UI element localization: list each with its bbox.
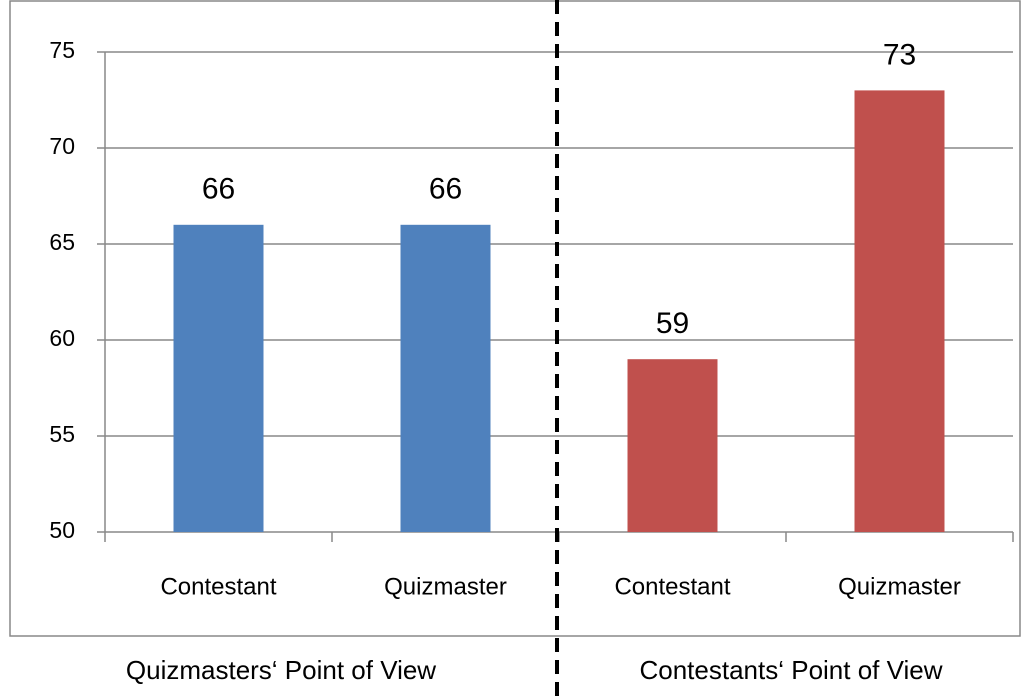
bar <box>173 224 264 533</box>
y-tick-label: 75 <box>49 37 75 63</box>
bar <box>854 90 945 533</box>
x-tick-label: Quizmaster <box>838 573 961 600</box>
y-tick-label: 65 <box>49 229 75 255</box>
x-tick-label: Contestant <box>160 573 276 600</box>
x-tick-label: Quizmaster <box>384 573 507 600</box>
value-label: 59 <box>656 307 689 340</box>
x-tick-label: Contestant <box>614 573 730 600</box>
y-tick-label: 60 <box>49 325 75 351</box>
y-tick-label: 50 <box>49 517 75 543</box>
group-label: Quizmasters‘ Point of View <box>126 655 436 685</box>
group-label: Contestants‘ Point of View <box>639 655 942 685</box>
value-label: 66 <box>429 173 462 206</box>
value-label: 73 <box>883 38 916 71</box>
y-tick-label: 70 <box>49 133 75 159</box>
y-tick-label: 55 <box>49 421 75 447</box>
value-label: 66 <box>202 173 235 206</box>
bar <box>400 224 491 533</box>
bar <box>627 359 718 532</box>
